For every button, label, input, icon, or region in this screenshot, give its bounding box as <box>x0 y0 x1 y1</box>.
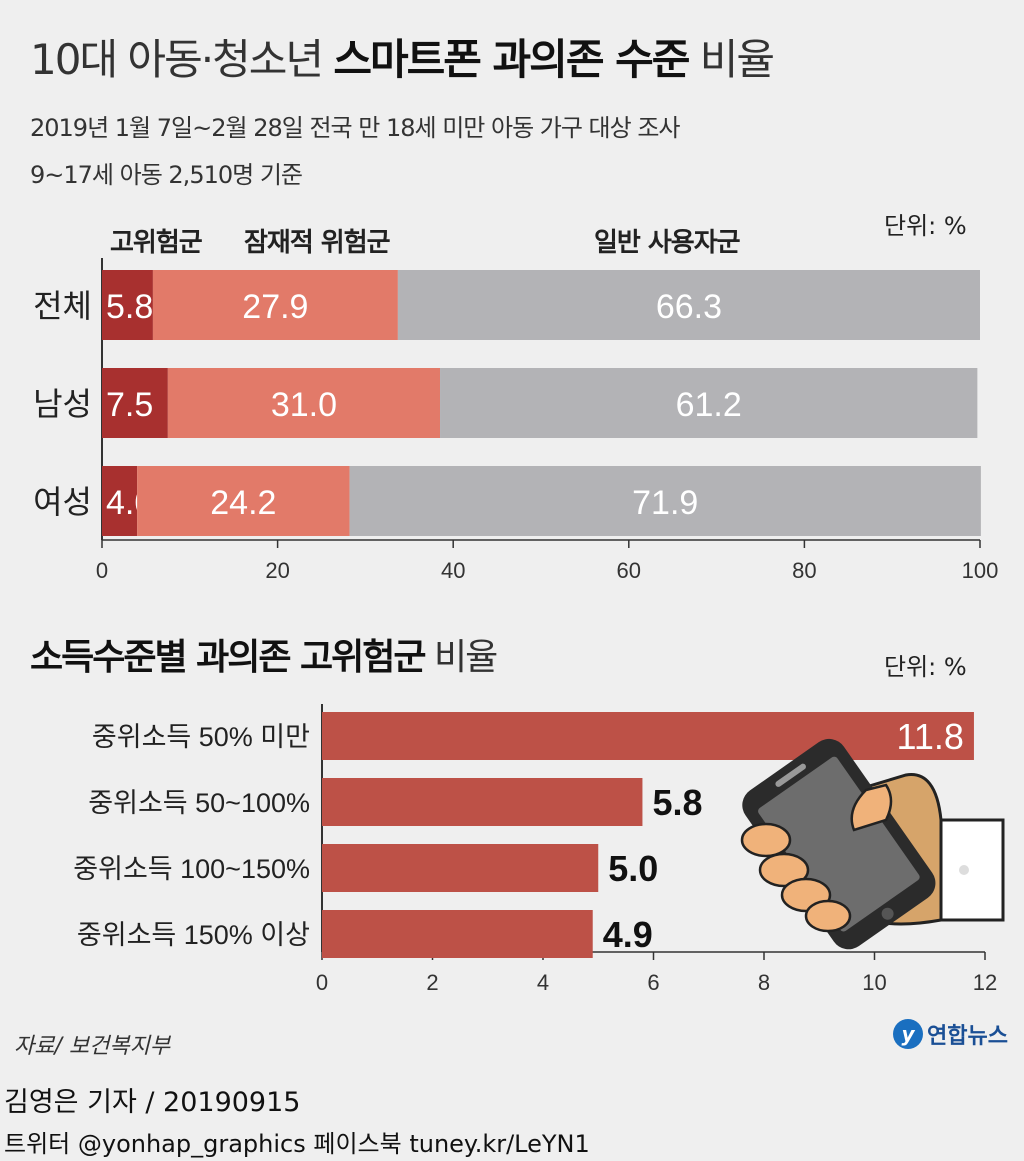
x-tick-label: 20 <box>265 558 289 583</box>
finger-2 <box>758 852 810 888</box>
bar <box>322 778 643 826</box>
finger-1 <box>740 822 792 858</box>
phone-in-hand-illustration <box>740 738 1005 950</box>
x-tick-label: 0 <box>96 558 108 583</box>
legend-potential-risk: 잠재적 위험군 <box>244 228 391 258</box>
data-source: 자료/ 보건복지부 <box>14 1034 171 1059</box>
sleeve <box>939 818 1005 922</box>
x-tick-label: 80 <box>792 558 816 583</box>
unit-label-2: 단위: % <box>884 653 967 681</box>
finger-4 <box>804 899 852 933</box>
stacked-bar-chart: 0 20 40 60 80 100 전체 5.8 27.9 66.3 남성 7.5 31.0 61.2 여성… <box>33 258 999 583</box>
page-title: 10대 아동·청소년 스마트폰 과의존 수준 비율 <box>30 26 775 87</box>
category-label: 여성 <box>33 484 92 520</box>
category-label: 중위소득 100~150% <box>73 854 310 884</box>
x-tick-label: 10 <box>862 970 886 995</box>
x-tick-label: 100 <box>962 558 999 583</box>
x-tick-label: 40 <box>441 558 465 583</box>
bar-segment <box>152 270 398 340</box>
category-label: 중위소득 50~100% <box>88 788 310 818</box>
bar-segment <box>137 466 350 536</box>
subtitle-sample: 9~17세 아동 2,510명 기준 <box>30 161 303 189</box>
category-label: 전체 <box>33 288 92 324</box>
bar <box>322 910 593 958</box>
bar-segment <box>167 368 441 438</box>
data-label: 71.9 <box>632 484 698 522</box>
data-label: 4.9 <box>603 914 653 955</box>
data-label: 61.2 <box>676 386 742 424</box>
x-tick-label: 8 <box>758 970 770 995</box>
bar <box>322 712 974 760</box>
bar-segment <box>349 466 981 536</box>
category-label: 남성 <box>33 386 92 422</box>
x-tick-label: 0 <box>316 970 328 995</box>
bar-segment <box>102 270 153 340</box>
title-bold: 스마트폰 과의존 수준 <box>333 35 690 84</box>
data-label: 5.8 <box>106 288 153 326</box>
category-label: 중위소득 150% 이상 <box>77 920 310 950</box>
yonhap-logo-mark: y <box>893 1019 924 1049</box>
category-label: 중위소득 50% 미만 <box>92 722 310 752</box>
social-links: 트위터 @yonhap_graphics 페이스북 tuney.kr/LeYN1 <box>4 1130 590 1158</box>
bar-segment <box>440 368 978 438</box>
cuff-button <box>959 865 969 875</box>
title-prefix: 10대 아동·청소년 <box>30 35 324 84</box>
phone-screen <box>758 756 920 932</box>
x-tick-label: 60 <box>617 558 641 583</box>
subtitle-survey: 2019년 1월 7일~2월 28일 전국 만 18세 미만 아동 가구 대상 … <box>30 114 681 142</box>
income-bar-chart: 0 2 4 6 8 10 12 중위소득 50% 미만 11.8 중위소득 50~100% 5.8 중… <box>73 704 997 995</box>
section2-title-bold: 소득수준별 과의존 고위험군 <box>30 637 427 678</box>
section2-title-suffix: 비율 <box>433 637 498 678</box>
data-label: 66.3 <box>656 288 722 326</box>
x-tick-label: 4 <box>537 970 549 995</box>
bar-segment <box>397 270 980 340</box>
section2-title: 소득수준별 과의존 고위험군 비율 <box>30 628 498 680</box>
yonhap-logo-text: 연합뉴스 <box>927 1024 1008 1049</box>
data-label: 7.5 <box>106 386 153 424</box>
data-label: 5.8 <box>652 782 702 823</box>
legend-normal-user: 일반 사용자군 <box>594 228 741 258</box>
data-label: 27.9 <box>242 288 308 326</box>
x-tick-label: 12 <box>973 970 997 995</box>
thumb <box>850 783 893 832</box>
infographic-panel: 10대 아동·청소년 스마트폰 과의존 수준 비율 2019년 1월 7일~2월… <box>14 26 1008 1059</box>
bar-segment <box>102 368 168 438</box>
data-label: 5.0 <box>608 848 658 889</box>
bar-segment <box>102 466 138 536</box>
byline: 김영은 기자 / 20190915 <box>4 1087 301 1118</box>
data-label: 11.8 <box>897 716 964 757</box>
x-tick-label: 6 <box>647 970 659 995</box>
phone-home-button <box>881 907 894 920</box>
title-suffix: 비율 <box>699 35 775 84</box>
legend-high-risk: 고위험군 <box>110 228 203 258</box>
data-label: 24.2 <box>210 484 276 522</box>
bar <box>322 844 599 892</box>
yonhap-logo: y 연합뉴스 <box>893 1018 1008 1050</box>
data-label: 31.0 <box>271 386 337 424</box>
x-tick-label: 2 <box>426 970 438 995</box>
unit-label-1: 단위: % <box>884 212 967 240</box>
phone-speaker <box>775 763 806 787</box>
